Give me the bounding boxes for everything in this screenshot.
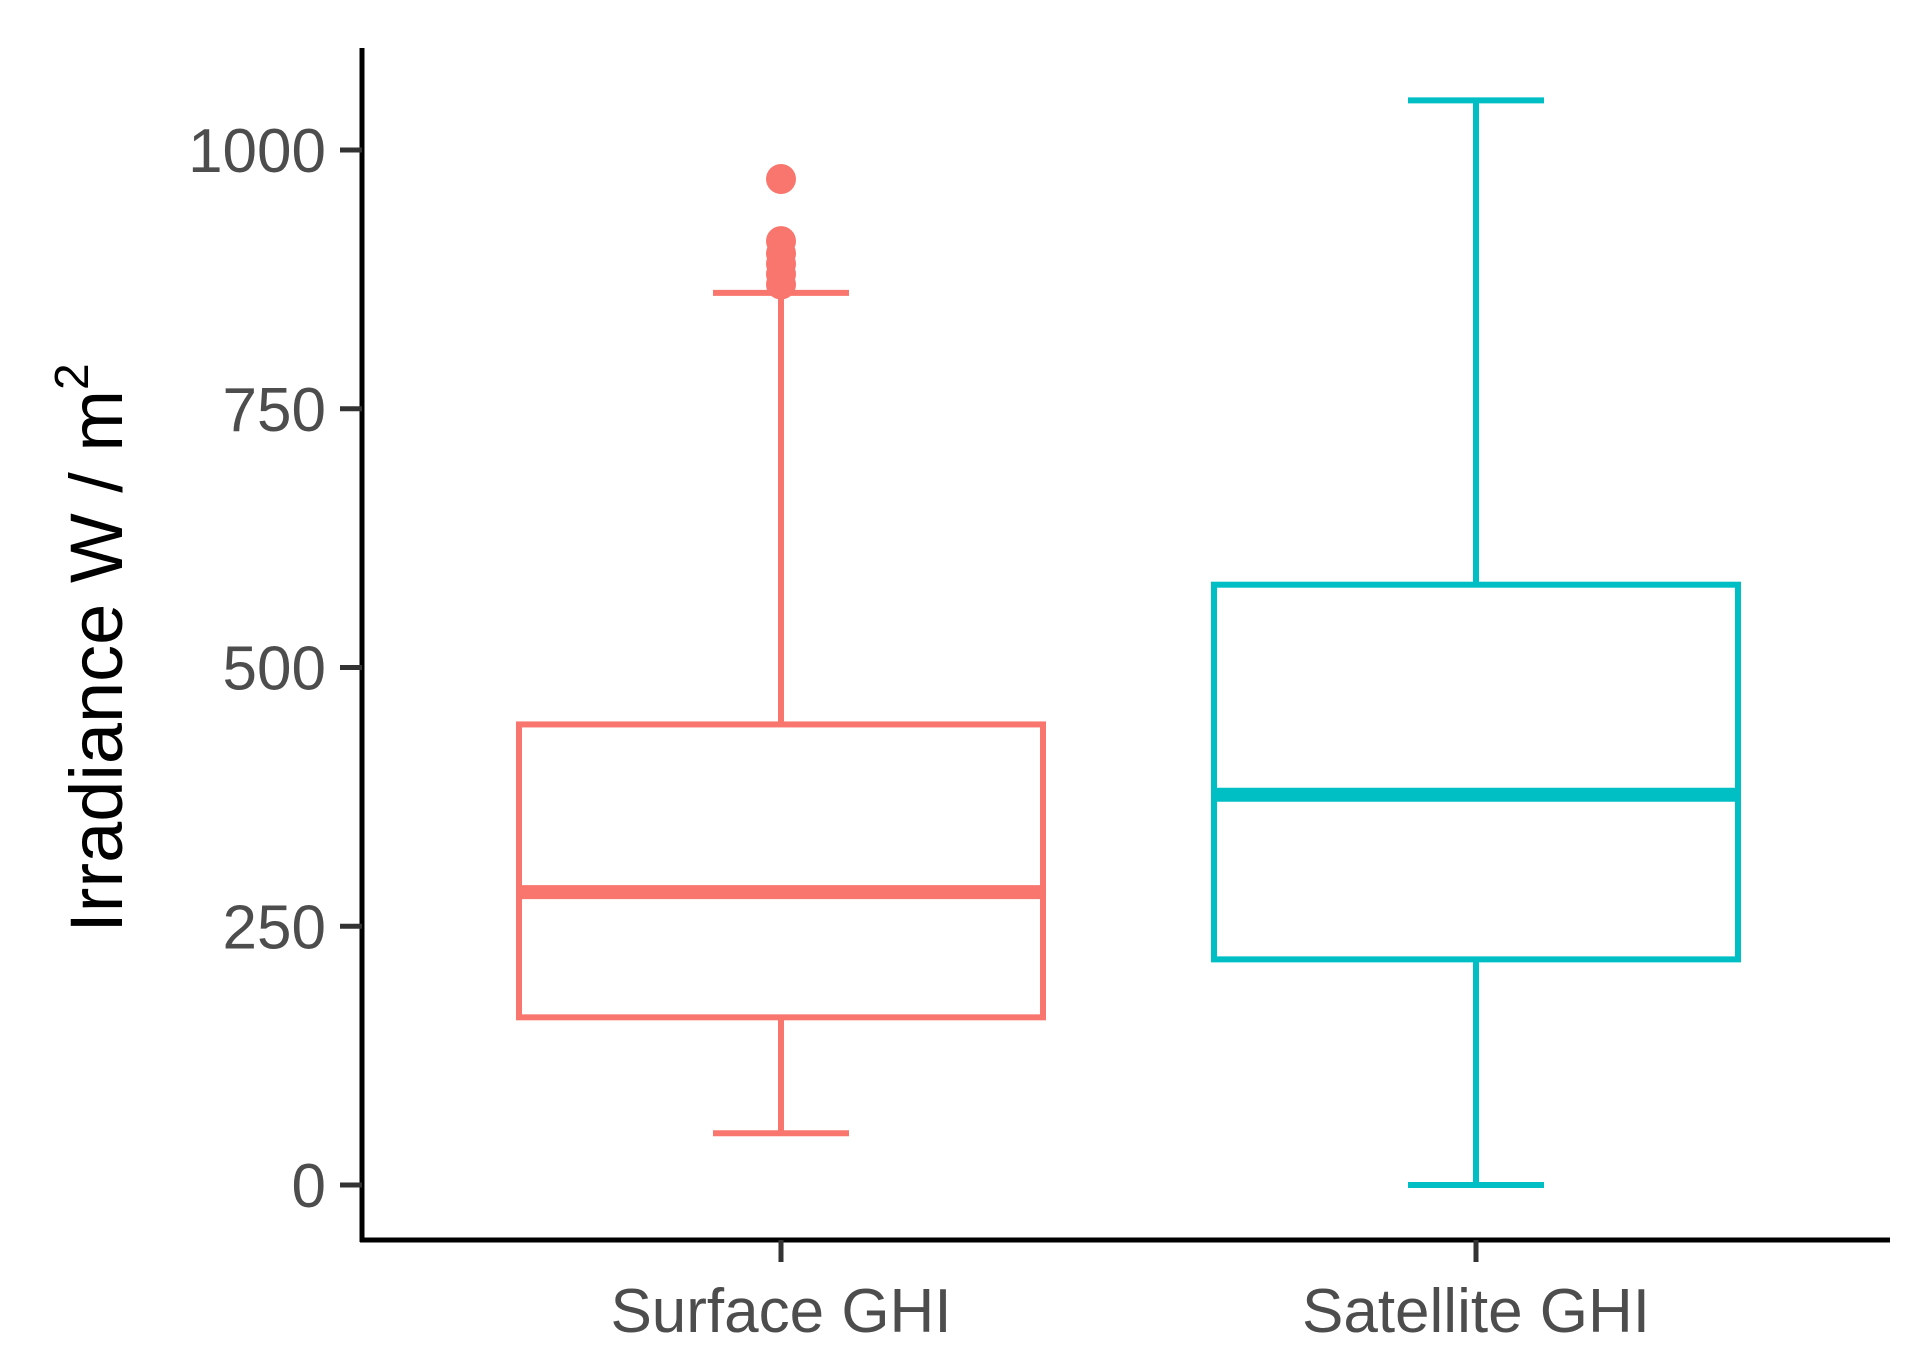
- box-surface-ghi: [516, 163, 1046, 1137]
- iqr-box: [516, 721, 1046, 1021]
- y-tick-label: 1000: [188, 117, 326, 186]
- y-tick-label: 750: [223, 376, 326, 445]
- y-axis-title-text: Irradiance W / m: [55, 390, 138, 933]
- box-satellite-ghi: [1211, 97, 1741, 1188]
- x-tick-label: Satellite GHI: [1302, 1277, 1650, 1346]
- y-tick-label: 0: [292, 1152, 326, 1221]
- x-axis-ticks: Surface GHI Satellite GHI: [610, 1240, 1650, 1346]
- y-axis-title: Irradiance W / m2: [46, 363, 138, 933]
- plot-area: [516, 97, 1741, 1188]
- x-tick-label: Surface GHI: [610, 1277, 951, 1346]
- y-axis-title-superscript: 2: [46, 363, 99, 390]
- outlier-point: [766, 269, 796, 300]
- iqr-box: [1211, 581, 1741, 963]
- outlier-point: [766, 163, 796, 194]
- y-tick-label: 500: [223, 635, 326, 704]
- y-tick-label: 250: [223, 893, 326, 962]
- y-axis-ticks: 0 250 500 750 1000: [188, 117, 362, 1221]
